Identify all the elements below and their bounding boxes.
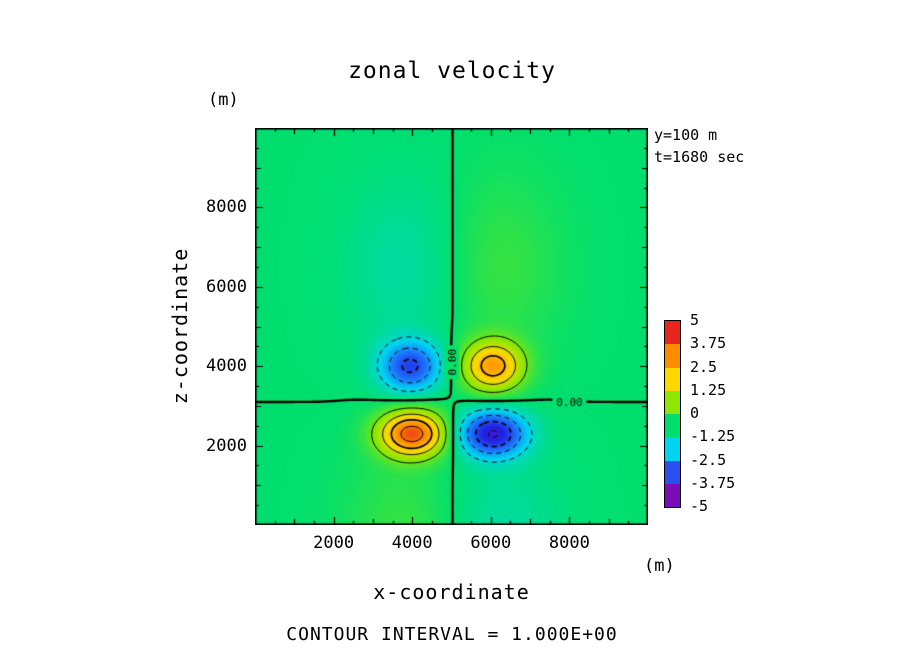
x-tick-label: 2000 — [313, 533, 355, 553]
colorbar-tick-label: 3.75 — [690, 334, 727, 353]
z-tick-label: 8000 — [206, 197, 247, 218]
colorbar-segment — [665, 344, 680, 368]
z-tick-label: 4000 — [206, 356, 247, 377]
z-axis-unit-label: (m) — [208, 90, 239, 110]
chart-title: zonal velocity — [348, 58, 556, 84]
colorbar-tick-label: -5 — [690, 497, 709, 515]
colorbar — [664, 320, 681, 508]
colorbar-segment — [665, 321, 680, 345]
colorbar-tick-label: -1.25 — [690, 427, 736, 446]
colorbar-segment — [665, 483, 680, 507]
colorbar-tick-label: 1.25 — [690, 380, 727, 399]
colorbar-segment — [665, 437, 680, 461]
colorbar-tick-label: 5 — [690, 311, 700, 329]
colorbar-tick-label: -3.75 — [690, 473, 736, 492]
colorbar-tick-label: -2.5 — [690, 450, 727, 469]
z-axis-title: z-coordinate — [168, 247, 192, 405]
colorbar-tick-label: 0 — [690, 404, 700, 422]
colorbar-segment — [665, 390, 680, 414]
annotation-y-slice: y=100 m — [654, 126, 718, 144]
zonal-velocity-contour-plot — [255, 128, 648, 525]
x-tick-label: 8000 — [548, 533, 590, 553]
x-tick-label: 6000 — [470, 533, 512, 553]
colorbar-segment — [665, 367, 680, 391]
x-axis-title: x-coordinate — [373, 580, 530, 604]
colorbar-segment — [665, 414, 680, 438]
annotation-time: t=1680 sec — [654, 148, 745, 166]
colorbar-segment — [665, 460, 680, 484]
z-tick-label: 6000 — [206, 276, 247, 297]
contour-interval-caption: CONTOUR INTERVAL = 1.000E+00 — [286, 624, 618, 645]
z-tick-label: 2000 — [206, 435, 247, 456]
x-axis-unit-label: (m) — [644, 556, 675, 576]
colorbar-tick-label: 2.5 — [690, 357, 718, 376]
x-tick-label: 4000 — [391, 533, 433, 553]
